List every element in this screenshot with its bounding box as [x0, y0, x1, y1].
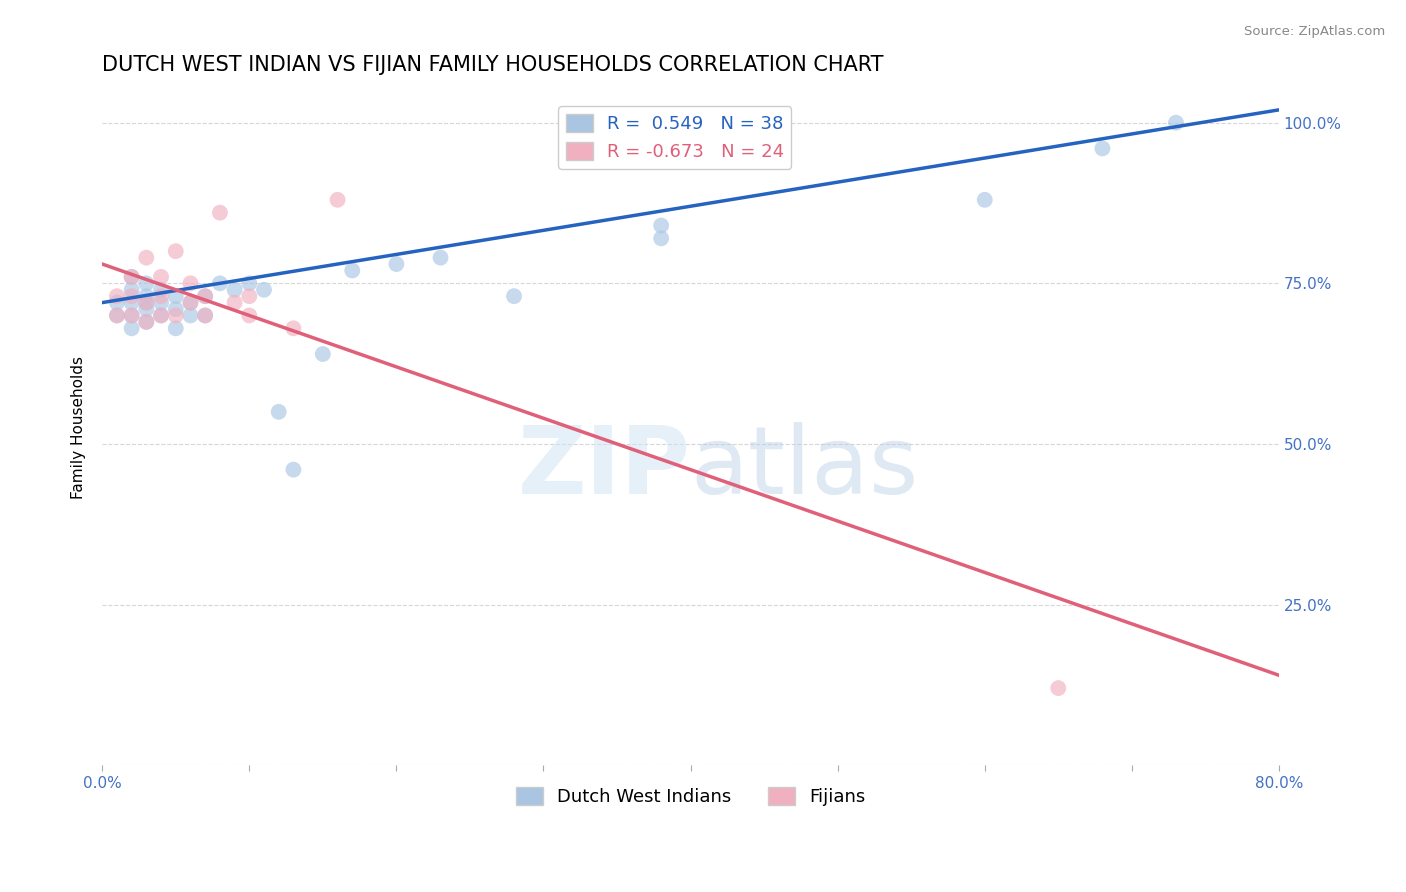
Point	[105, 309, 128, 323]
Point	[135, 301, 157, 316]
Point	[150, 309, 173, 323]
Point	[135, 315, 157, 329]
Point	[135, 277, 157, 291]
Point	[326, 193, 349, 207]
Point	[238, 277, 260, 291]
Point	[150, 283, 173, 297]
Point	[312, 347, 335, 361]
Point	[194, 289, 217, 303]
Point	[503, 289, 526, 303]
Point	[267, 405, 290, 419]
Text: DUTCH WEST INDIAN VS FIJIAN FAMILY HOUSEHOLDS CORRELATION CHART: DUTCH WEST INDIAN VS FIJIAN FAMILY HOUSE…	[103, 55, 884, 75]
Point	[121, 309, 143, 323]
Point	[121, 269, 143, 284]
Point	[165, 321, 187, 335]
Point	[224, 295, 246, 310]
Point	[283, 321, 305, 335]
Point	[121, 309, 143, 323]
Point	[238, 289, 260, 303]
Point	[165, 309, 187, 323]
Point	[135, 251, 157, 265]
Point	[208, 277, 231, 291]
Point	[135, 295, 157, 310]
Point	[165, 301, 187, 316]
Point	[179, 295, 201, 310]
Point	[105, 295, 128, 310]
Point	[179, 277, 201, 291]
Point	[135, 315, 157, 329]
Text: Source: ZipAtlas.com: Source: ZipAtlas.com	[1244, 25, 1385, 38]
Point	[121, 283, 143, 297]
Point	[208, 205, 231, 219]
Y-axis label: Family Households: Family Households	[72, 357, 86, 500]
Point	[429, 251, 451, 265]
Point	[105, 309, 128, 323]
Point	[150, 289, 173, 303]
Point	[179, 295, 201, 310]
Point	[150, 309, 173, 323]
Point	[253, 283, 276, 297]
Point	[121, 289, 143, 303]
Point	[121, 295, 143, 310]
Point	[1047, 681, 1070, 695]
Point	[238, 309, 260, 323]
Legend: Dutch West Indians, Fijians: Dutch West Indians, Fijians	[509, 780, 873, 814]
Text: ZIP: ZIP	[517, 423, 690, 515]
Point	[1091, 141, 1114, 155]
Point	[121, 269, 143, 284]
Point	[342, 263, 364, 277]
Point	[179, 309, 201, 323]
Point	[150, 269, 173, 284]
Point	[1164, 116, 1187, 130]
Point	[121, 321, 143, 335]
Point	[194, 309, 217, 323]
Point	[385, 257, 408, 271]
Point	[194, 309, 217, 323]
Text: atlas: atlas	[690, 423, 918, 515]
Point	[650, 219, 672, 233]
Point	[105, 289, 128, 303]
Point	[224, 283, 246, 297]
Point	[283, 463, 305, 477]
Point	[194, 289, 217, 303]
Point	[165, 244, 187, 259]
Point	[165, 289, 187, 303]
Point	[650, 231, 672, 245]
Point	[135, 289, 157, 303]
Point	[135, 295, 157, 310]
Point	[150, 295, 173, 310]
Point	[973, 193, 995, 207]
